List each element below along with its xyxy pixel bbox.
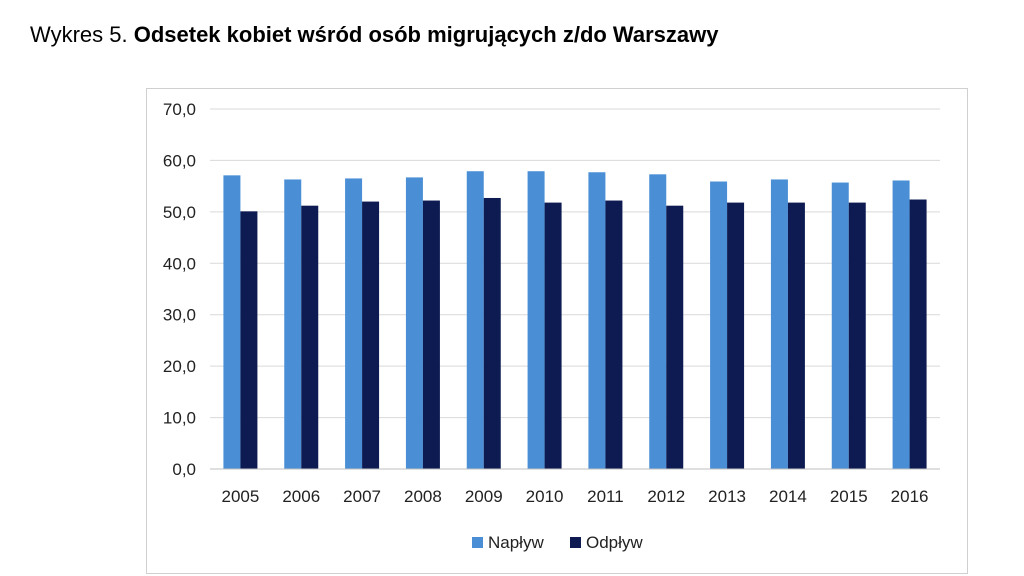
y-tick-label: 30,0 (163, 306, 196, 325)
y-tick-label: 10,0 (163, 409, 196, 428)
bar-naplyw-2007 (345, 178, 363, 469)
caption-prefix: Wykres 5. (30, 22, 128, 47)
bar-odplyw-2016 (909, 199, 927, 469)
legend: Napływ Odpływ (472, 533, 643, 552)
chart-frame (146, 88, 968, 574)
legend-swatch (472, 537, 483, 548)
bar-odplyw-2010 (544, 202, 562, 469)
gridlines (210, 108, 940, 419)
bar-naplyw-2014 (770, 179, 788, 469)
y-tick-label: 50,0 (163, 203, 196, 222)
x-tick-label: 2008 (404, 487, 442, 506)
bar-naplyw-2005 (223, 175, 241, 470)
y-tick-label: 20,0 (163, 357, 196, 376)
bar-odplyw-2008 (422, 200, 440, 470)
bar-odplyw-2012 (666, 205, 684, 469)
x-tick-label: 2011 (587, 487, 624, 506)
y-tick-label: 0,0 (172, 460, 196, 479)
bar-naplyw-2015 (831, 182, 849, 470)
y-tick-label: 60,0 (163, 151, 196, 170)
bar-naplyw-2013 (710, 181, 728, 469)
y-tick-label: 70,0 (163, 100, 196, 119)
x-tick-label: 2006 (282, 487, 320, 506)
bar-odplyw-2006 (301, 205, 319, 469)
x-tick-label: 2010 (526, 487, 564, 506)
bar-odplyw-2011 (605, 200, 623, 470)
legend-label: Napływ (488, 533, 544, 552)
x-tick-label: 2012 (647, 487, 685, 506)
x-tick-label: 2005 (222, 487, 260, 506)
x-axis: 2005 2006 2007 2008 2009 2010 2011 2012 2013 2014… (210, 468, 940, 506)
x-tick-label: 2015 (830, 487, 868, 506)
legend-label: Odpływ (586, 533, 643, 552)
bar-naplyw-2012 (649, 174, 667, 470)
chart-caption: Wykres 5. Odsetek kobiet wśród osób migr… (30, 22, 719, 48)
x-tick-label: 2014 (769, 487, 807, 506)
bar-odplyw-2005 (240, 211, 258, 470)
bar-naplyw-2009 (466, 171, 484, 469)
bar-naplyw-2016 (892, 180, 910, 469)
bar-odplyw-2014 (787, 202, 805, 469)
x-tick-label: 2013 (708, 487, 746, 506)
bar-naplyw-2010 (527, 171, 545, 469)
bars (223, 171, 927, 470)
bar-odplyw-2013 (727, 202, 745, 469)
chart-title: Odsetek kobiet wśród osób migrujących z/… (133, 22, 719, 47)
legend-swatch (570, 537, 581, 548)
bar-odplyw-2015 (848, 202, 866, 469)
x-tick-label: 2016 (891, 487, 929, 506)
y-axis: 0,0 10,0 20,0 30,0 40,0 50,0 60,0 70,0 (163, 100, 196, 479)
bar-odplyw-2009 (483, 197, 501, 469)
bar-naplyw-2006 (284, 179, 302, 469)
bar-odplyw-2007 (362, 201, 380, 470)
x-tick-label: 2009 (465, 487, 503, 506)
bar-naplyw-2011 (588, 172, 606, 469)
y-tick-label: 40,0 (163, 254, 196, 273)
bar-naplyw-2008 (405, 177, 423, 469)
x-tick-label: 2007 (343, 487, 381, 506)
